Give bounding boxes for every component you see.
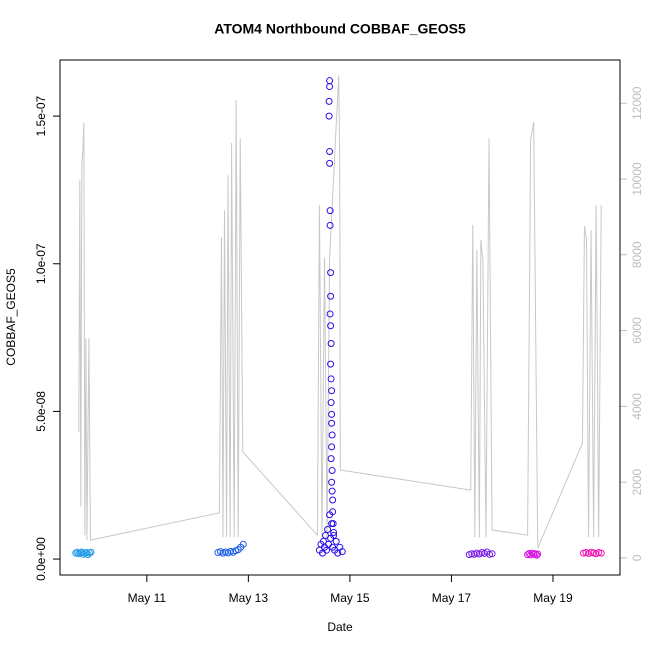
point bbox=[533, 551, 541, 559]
point bbox=[488, 550, 496, 558]
point bbox=[329, 508, 337, 516]
x-tick-label: May 19 bbox=[533, 591, 573, 605]
point bbox=[330, 528, 338, 536]
point bbox=[325, 97, 333, 105]
y2-tick-label: 10000 bbox=[630, 162, 644, 196]
x-axis-label: Date bbox=[327, 620, 353, 634]
point bbox=[326, 221, 334, 229]
point bbox=[328, 466, 336, 474]
y2-tick-label: 6000 bbox=[630, 317, 644, 344]
point bbox=[329, 520, 337, 528]
point bbox=[326, 207, 334, 215]
point bbox=[326, 310, 334, 318]
y2-tick-label: 12000 bbox=[630, 86, 644, 120]
y2-tick-label: 2000 bbox=[630, 468, 644, 495]
y-axis-label: COBBAF_GEOS5 bbox=[4, 268, 18, 366]
point bbox=[327, 322, 335, 330]
point bbox=[82, 549, 90, 557]
point bbox=[328, 487, 336, 495]
y-tick-label: 1.5e-07 bbox=[34, 95, 48, 136]
point bbox=[328, 419, 336, 427]
point bbox=[327, 455, 335, 463]
x-tick-label: May 11 bbox=[128, 591, 167, 605]
point bbox=[328, 431, 336, 439]
point bbox=[328, 387, 336, 395]
point bbox=[326, 148, 334, 156]
point bbox=[327, 375, 335, 383]
x-tick-label: May 15 bbox=[330, 591, 370, 605]
plot-frame bbox=[59, 59, 621, 576]
point bbox=[325, 112, 333, 120]
point bbox=[326, 159, 334, 167]
chart-title: ATOM4 Northbound COBBAF_GEOS5 bbox=[214, 21, 466, 37]
point bbox=[534, 550, 542, 558]
point bbox=[327, 269, 335, 277]
y2-tick-label: 4000 bbox=[630, 393, 644, 420]
point bbox=[327, 292, 335, 300]
point bbox=[531, 550, 539, 558]
point bbox=[328, 443, 336, 451]
point bbox=[328, 410, 336, 418]
point bbox=[329, 496, 337, 504]
point bbox=[73, 548, 81, 556]
y2-tick-label: 0 bbox=[630, 554, 644, 561]
y-tick-label: 0.0e+00 bbox=[34, 537, 48, 581]
x-tick-label: May 17 bbox=[432, 591, 472, 605]
y-tick-label: 5.0e-08 bbox=[34, 391, 48, 432]
altitude-line bbox=[78, 75, 602, 549]
point bbox=[239, 540, 247, 548]
point bbox=[326, 83, 334, 91]
y2-tick-label: 8000 bbox=[630, 241, 644, 268]
point bbox=[327, 399, 335, 407]
point bbox=[323, 546, 331, 554]
point bbox=[328, 478, 336, 486]
point bbox=[332, 537, 340, 545]
x-tick-label: May 13 bbox=[229, 591, 269, 605]
point bbox=[330, 531, 338, 539]
point bbox=[338, 548, 346, 556]
point bbox=[87, 548, 95, 556]
point bbox=[327, 360, 335, 368]
point bbox=[334, 549, 342, 557]
point bbox=[327, 339, 335, 347]
point bbox=[597, 549, 605, 557]
y-tick-label: 1.0e-07 bbox=[34, 243, 48, 284]
point bbox=[322, 531, 330, 539]
point bbox=[324, 526, 332, 534]
